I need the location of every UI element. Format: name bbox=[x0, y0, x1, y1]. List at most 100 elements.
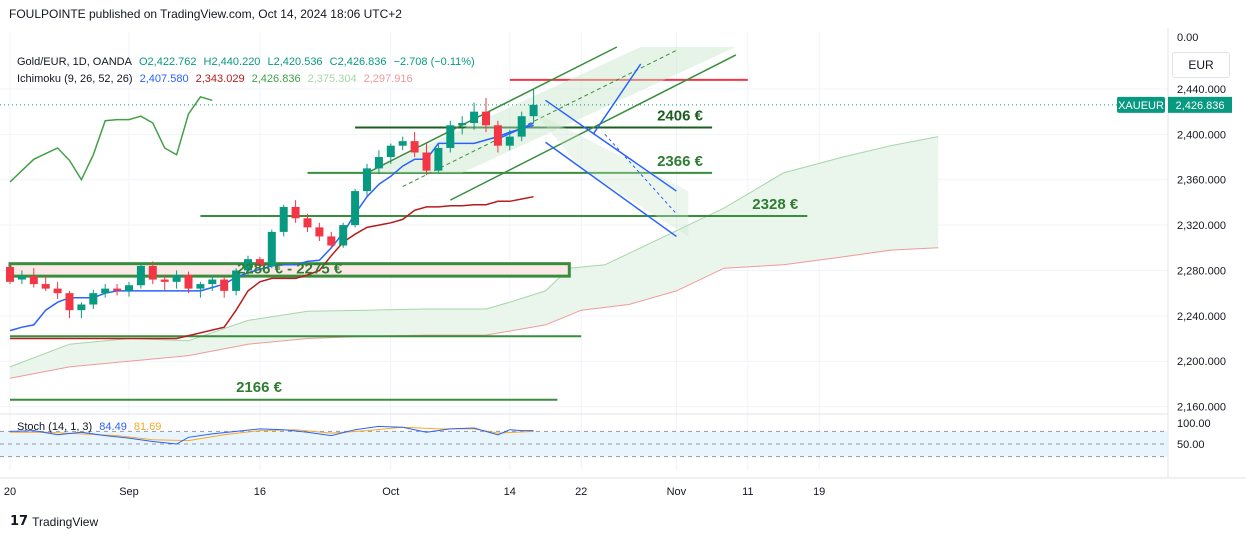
candle[interactable] bbox=[470, 102, 479, 130]
breakout-line[interactable] bbox=[592, 63, 642, 135]
ichimoku-legend: Ichimoku (9, 26, 52, 26) 2,407.580 2,343… bbox=[17, 73, 417, 85]
candle[interactable] bbox=[315, 222, 324, 241]
candle[interactable] bbox=[196, 281, 205, 298]
stoch-legend: Stoch (14, 1, 3) 84.49 81.69 bbox=[17, 421, 165, 433]
symbol-name: Gold/EUR, 1D, OANDA bbox=[17, 56, 132, 68]
candle[interactable] bbox=[29, 268, 38, 288]
bull-flag-upper[interactable] bbox=[545, 99, 677, 192]
candle-body bbox=[493, 125, 502, 146]
candle[interactable] bbox=[160, 275, 169, 291]
candle-body bbox=[77, 304, 86, 311]
candle[interactable] bbox=[220, 276, 229, 298]
candle[interactable] bbox=[493, 120, 502, 153]
candle-body bbox=[363, 168, 371, 192]
candle[interactable] bbox=[89, 289, 98, 310]
candle[interactable] bbox=[279, 204, 288, 237]
candle[interactable] bbox=[77, 302, 86, 319]
candle-body bbox=[386, 145, 395, 158]
candle[interactable] bbox=[303, 213, 312, 232]
candle[interactable] bbox=[422, 143, 431, 176]
candle[interactable] bbox=[148, 261, 157, 285]
candle[interactable] bbox=[125, 281, 133, 297]
candle[interactable] bbox=[351, 188, 360, 228]
candle[interactable] bbox=[267, 229, 276, 269]
candle-body bbox=[53, 288, 62, 294]
time-tick-label: 11 bbox=[742, 486, 753, 498]
candle[interactable] bbox=[136, 263, 145, 289]
channel-lower[interactable] bbox=[449, 54, 737, 201]
stoch-name: Stoch (14, 1, 3) bbox=[17, 421, 93, 433]
candle[interactable] bbox=[291, 200, 300, 223]
candle-body bbox=[6, 267, 14, 282]
candle[interactable] bbox=[517, 111, 526, 142]
candle-body bbox=[505, 136, 514, 146]
candle[interactable] bbox=[101, 284, 110, 298]
stoch-tick-label: 50.00 bbox=[1177, 439, 1205, 451]
candle[interactable] bbox=[17, 270, 26, 285]
candle[interactable] bbox=[113, 284, 122, 296]
candle[interactable] bbox=[172, 270, 181, 289]
stoch-k-value: 84.49 bbox=[99, 421, 127, 433]
candle-body bbox=[374, 157, 383, 169]
close-value: C2,426.836 bbox=[329, 56, 387, 68]
candle[interactable] bbox=[65, 290, 74, 319]
candle-body bbox=[529, 104, 538, 117]
candle[interactable] bbox=[363, 163, 371, 196]
channel-upper[interactable] bbox=[366, 46, 618, 174]
candle[interactable] bbox=[208, 275, 217, 291]
ichimoku-name: Ichimoku (9, 26, 52, 26) bbox=[17, 73, 133, 85]
candle-body bbox=[422, 152, 431, 171]
candle-body bbox=[434, 147, 443, 171]
time-tick-label: Oct bbox=[382, 486, 399, 498]
kijun-value: 2,343.029 bbox=[195, 73, 245, 85]
candle[interactable] bbox=[232, 268, 241, 296]
candle[interactable] bbox=[458, 116, 467, 135]
falling-channel-fill bbox=[533, 111, 689, 237]
open-value: O2,422.762 bbox=[138, 56, 197, 68]
candle-body bbox=[172, 275, 181, 282]
candle[interactable] bbox=[53, 281, 62, 299]
candle[interactable] bbox=[244, 255, 252, 276]
candle-body bbox=[458, 123, 467, 126]
price-tick-label: 2,200.000 bbox=[1177, 356, 1226, 368]
tenkan-value: 2,407.580 bbox=[139, 73, 189, 85]
candle[interactable] bbox=[6, 264, 14, 285]
stoch-k-line bbox=[9, 425, 534, 445]
candle[interactable] bbox=[184, 271, 193, 294]
candle-body bbox=[113, 288, 122, 291]
candle[interactable] bbox=[327, 231, 336, 248]
main-legend: Gold/EUR, 1D, OANDA O2,422.762 H2,440.22… bbox=[17, 56, 479, 68]
candle[interactable] bbox=[446, 120, 455, 153]
rising-channel-fill bbox=[367, 47, 736, 173]
span-a-value: 2,375.304 bbox=[307, 73, 357, 85]
ichimoku-cloud bbox=[10, 136, 939, 379]
candle-body bbox=[339, 225, 348, 246]
candle[interactable] bbox=[505, 129, 514, 151]
level-label: 2166 € bbox=[236, 379, 283, 396]
candle[interactable] bbox=[434, 143, 443, 173]
candle[interactable] bbox=[41, 276, 50, 291]
time-tick-label: Sep bbox=[119, 486, 139, 498]
price-tick-label: 2,160.000 bbox=[1177, 402, 1226, 414]
bull-flag-lower[interactable] bbox=[545, 141, 677, 238]
kijun-line bbox=[10, 195, 534, 340]
currency-selector[interactable]: EUR bbox=[1172, 52, 1230, 78]
candle[interactable] bbox=[529, 88, 538, 124]
candle[interactable] bbox=[386, 143, 395, 164]
candle[interactable] bbox=[255, 256, 264, 271]
candle-body bbox=[470, 111, 479, 124]
candle-body bbox=[196, 284, 205, 289]
tradingview-logo[interactable]: 17 TradingView bbox=[10, 514, 98, 529]
candle[interactable] bbox=[410, 132, 419, 158]
level-label: 2286 € - 2275 € bbox=[237, 261, 343, 278]
time-tick-label: Nov bbox=[667, 486, 687, 498]
candle[interactable] bbox=[374, 150, 383, 175]
candle[interactable] bbox=[482, 98, 490, 133]
price-tick-label: 2,400.000 bbox=[1177, 129, 1226, 141]
price-tag-value-bg bbox=[1168, 96, 1232, 113]
candle[interactable] bbox=[339, 222, 348, 248]
candle-body bbox=[410, 141, 419, 153]
candle-body bbox=[17, 276, 26, 280]
candle[interactable] bbox=[398, 136, 407, 151]
